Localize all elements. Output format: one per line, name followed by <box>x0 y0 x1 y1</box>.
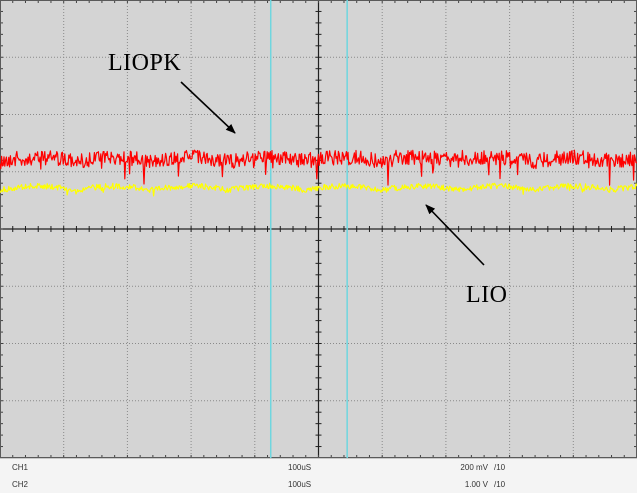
waveform-traces <box>0 149 637 197</box>
oscilloscope-screen: LIOPK LIO <box>0 0 637 458</box>
ch2-info-row: CH2 100uS 1.00 V /10 <box>0 476 637 493</box>
ch2-probe: /10 <box>494 480 506 489</box>
lio-trace <box>0 182 637 197</box>
lio-annotation: LIO <box>466 282 508 308</box>
ch1-info-row: CH1 100uS 200 mV /10 <box>0 459 637 476</box>
ch1-name: CH1 <box>12 463 29 472</box>
ch2-timebase: 100uS <box>288 480 312 489</box>
liopk-annotation: LIOPK <box>108 50 182 76</box>
ch2-scale: 1.00 V <box>464 480 488 489</box>
annotation-arrows <box>180 81 485 266</box>
lio-arrow <box>425 204 485 266</box>
ch2-name: CH2 <box>12 480 29 489</box>
liopk-trace <box>0 149 637 186</box>
waveform-plot <box>0 0 637 458</box>
time-cursors <box>269 0 348 458</box>
ch1-timebase: 100uS <box>288 463 312 472</box>
ch1-probe: /10 <box>494 463 506 472</box>
liopk-arrow <box>180 81 236 134</box>
ch1-scale: 200 mV <box>460 463 488 472</box>
channel-info-footer: CH1 100uS 200 mV /10 CH2 100uS 1.00 V /1… <box>0 458 637 493</box>
